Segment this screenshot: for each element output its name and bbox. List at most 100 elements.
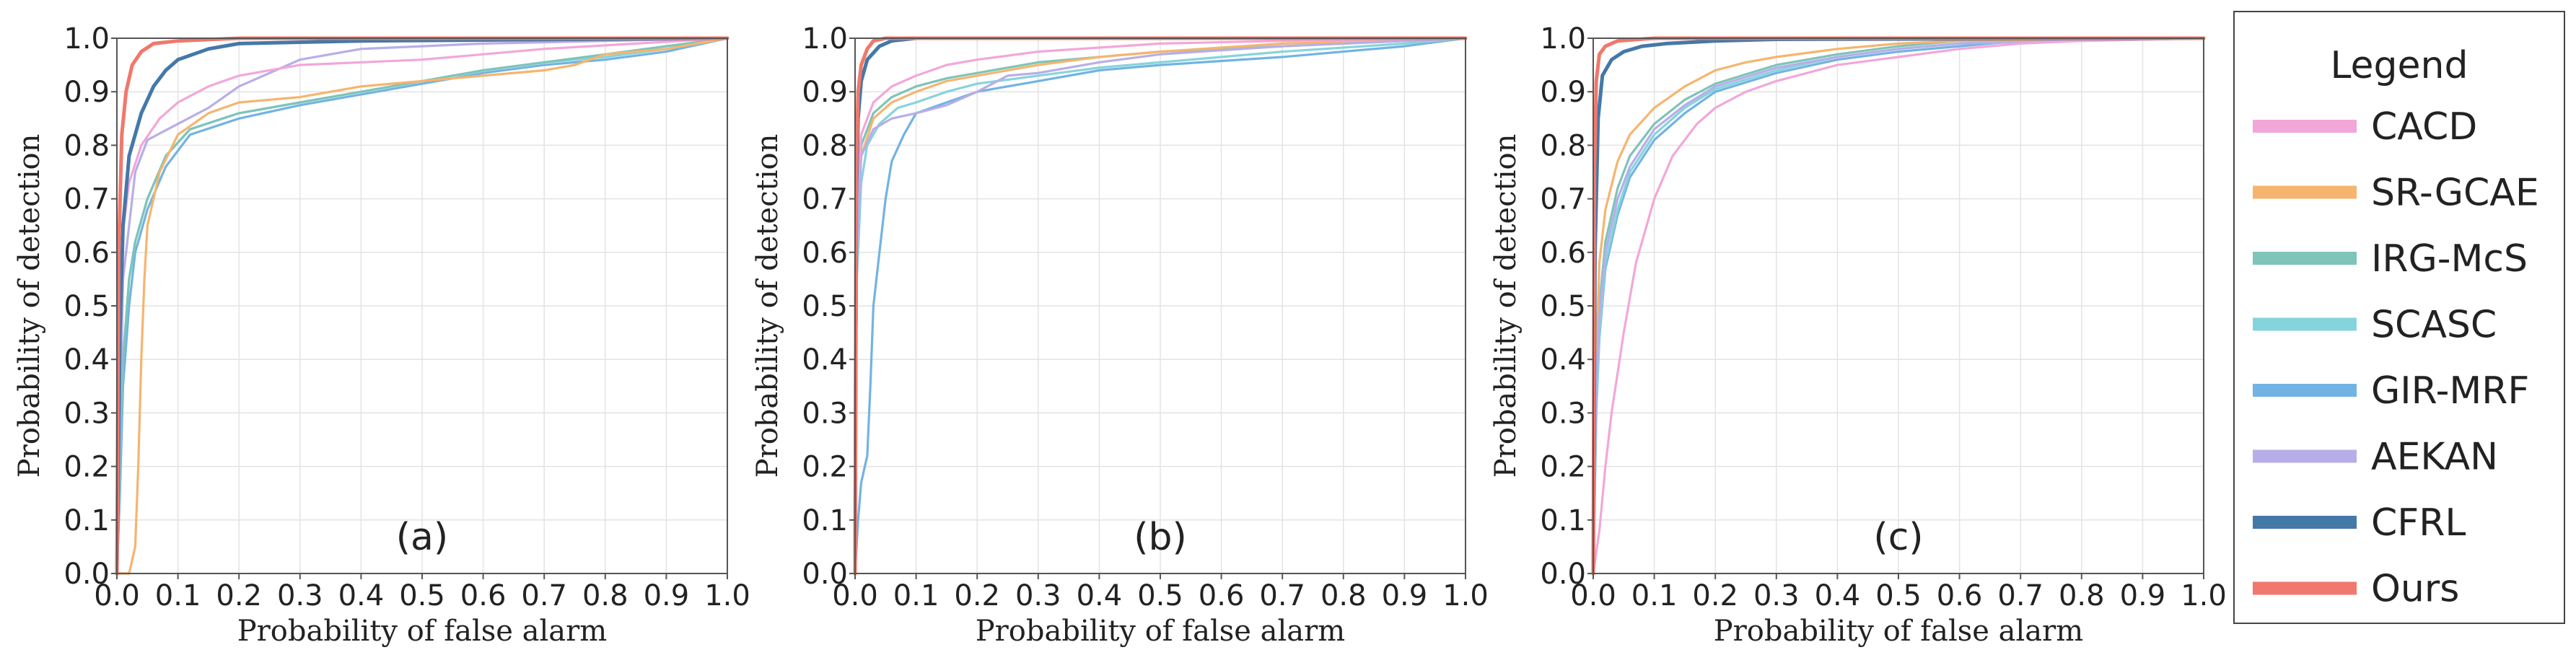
y-tick-label: 0.6	[802, 237, 848, 270]
series-line-cacd	[1592, 37, 2205, 575]
x-tick-label: 0.7	[521, 579, 567, 612]
x-tick-label: 0.0	[1570, 579, 1616, 612]
x-axis-title: Probability of false alarm	[1714, 615, 2083, 648]
y-tick-label: 0.5	[63, 290, 110, 323]
x-tick-label: 0.0	[94, 579, 140, 612]
y-tick-label: 0.6	[1540, 237, 1586, 270]
y-tick-label: 1.0	[1540, 22, 1586, 56]
y-tick-label: 0.9	[63, 76, 110, 109]
x-tick-label: 0.5	[1875, 579, 1922, 612]
legend-label: GIR-MRF	[2371, 369, 2529, 413]
y-tick-label: 0.4	[802, 343, 848, 377]
x-tick-label: 0.5	[399, 579, 445, 612]
legend-entry-gir-mrf: GIR-MRF	[2253, 369, 2529, 413]
x-tick-label: 0.8	[582, 579, 628, 612]
y-tick-label: 0.1	[1540, 504, 1586, 537]
y-tick-label: 0.0	[802, 558, 848, 591]
y-tick-label: 0.2	[63, 451, 110, 484]
x-tick-label: 0.4	[1815, 579, 1861, 612]
y-tick-label: 0.9	[1540, 76, 1586, 109]
series-line-ours	[115, 36, 730, 576]
legend-label: Ours	[2371, 568, 2459, 611]
y-tick-label: 0.1	[63, 504, 110, 537]
legend-entry-aekan: AEKAN	[2253, 436, 2498, 479]
y-tick-label: 0.3	[1540, 397, 1586, 430]
y-tick-label: 0.6	[63, 237, 110, 270]
y-tick-label: 0.1	[802, 504, 848, 537]
panel-label: (b)	[1134, 516, 1187, 559]
legend-entry-sr-gcae: SR-GCAE	[2253, 172, 2539, 215]
x-tick-label: 0.1	[893, 579, 939, 612]
y-tick-label: 0.8	[63, 129, 110, 162]
roc-panel-3: 0.00.0 0.1 0.1 0.2 0.2 0.3 0.3 0.4 0.4 0.5 0.5 0.6 0…	[1489, 22, 2227, 648]
legend-label: SCASC	[2371, 304, 2497, 347]
x-tick-label: 0.9	[2120, 579, 2166, 612]
x-axis-title: Probability of false alarm	[976, 615, 1345, 648]
panel-label: (a)	[396, 516, 448, 559]
x-tick-label: 0.6	[1937, 579, 1983, 612]
series-line-sr-gcae	[1592, 37, 2205, 575]
x-tick-label: 0.3	[277, 579, 323, 612]
x-tick-label: 0.6	[1199, 579, 1245, 612]
x-tick-label: 0.1	[1631, 579, 1678, 612]
series-line-irg-mcs	[115, 37, 729, 575]
series-line-gir-mrf	[115, 37, 729, 575]
y-tick-label: 0.0	[63, 558, 110, 591]
legend-label: AEKAN	[2371, 436, 2498, 479]
y-tick-label: 0.8	[802, 129, 848, 162]
y-tick-label: 0.5	[1540, 290, 1586, 323]
y-tick-label: 1.0	[63, 22, 110, 56]
roc-panel-1: 0.00.0 0.1 0.1 0.2 0.2 0.3 0.3 0.4 0.4 0.5 0.5 0.6 0…	[13, 22, 750, 648]
y-tick-label: 0.5	[802, 290, 848, 323]
panel-label: (c)	[1873, 516, 1923, 559]
series-line-cacd	[854, 37, 1467, 575]
roc-panel-2: 0.00.0 0.1 0.1 0.2 0.2 0.3 0.3 0.4 0.4 0.5 0.5 0.6 0…	[751, 22, 1489, 648]
x-tick-label: 0.6	[460, 579, 507, 612]
legend-label: SR-GCAE	[2371, 172, 2539, 215]
y-axis-title: Probability of detection	[13, 134, 46, 478]
x-tick-label: 0.1	[155, 579, 201, 612]
series-line-cfrl	[115, 36, 730, 576]
y-tick-label: 1.0	[802, 22, 848, 56]
x-tick-label: 0.3	[1753, 579, 1800, 612]
legend-label: IRG-McS	[2371, 237, 2528, 281]
x-tick-label: 0.7	[1259, 579, 1305, 612]
y-tick-label: 0.4	[63, 343, 110, 377]
x-tick-label: 0.7	[1997, 579, 2043, 612]
x-tick-label: 0.2	[216, 579, 262, 612]
roc-panels: 0.00.00.10.10.20.20.30.30.40.40.50.50.60…	[13, 22, 2227, 648]
y-axis-title: Probability of detection	[751, 134, 784, 478]
series-line-scasc	[854, 37, 1467, 575]
x-axis-title: Probability of false alarm	[237, 615, 607, 648]
x-tick-label: 0.5	[1137, 579, 1183, 612]
series-line-gir-mrf	[854, 37, 1467, 575]
series-line-cfrl	[1591, 36, 2206, 576]
x-tick-label: 0.4	[338, 579, 385, 612]
y-tick-label: 0.0	[1540, 558, 1586, 591]
legend-entry-scasc: SCASC	[2253, 304, 2497, 347]
legend-label: CFRL	[2371, 501, 2466, 545]
x-tick-label: 0.4	[1077, 579, 1123, 612]
legend-title: Legend	[2330, 44, 2468, 87]
x-tick-label: 1.0	[2181, 579, 2227, 612]
legend-box: Legend CACD SR-GCAE IRG-McS SCASC GIR-MRF AEK…	[2233, 11, 2565, 624]
y-tick-label: 0.3	[63, 397, 110, 430]
y-tick-label: 0.8	[1540, 129, 1586, 162]
legend-entries: CACD SR-GCAE IRG-McS SCASC GIR-MRF AEKAN CFRL O…	[2253, 105, 2539, 611]
x-tick-label: 0.0	[832, 579, 878, 612]
y-tick-label: 0.2	[1540, 451, 1586, 484]
series-line-aekan	[115, 37, 729, 575]
x-tick-label: 0.9	[644, 579, 690, 612]
legend-label: CACD	[2371, 105, 2477, 149]
x-tick-label: 0.2	[1692, 579, 1738, 612]
series-line-aekan	[1592, 37, 2205, 575]
x-tick-label: 0.9	[1382, 579, 1428, 612]
y-tick-label: 0.9	[802, 76, 848, 109]
series-lines	[115, 36, 730, 576]
legend-entry-cacd: CACD	[2253, 105, 2477, 149]
y-tick-label: 0.4	[1540, 343, 1586, 377]
legend-entry-cfrl: CFRL	[2253, 501, 2466, 545]
y-axis-title: Probability of detection	[1489, 134, 1523, 478]
y-tick-label: 0.7	[1540, 183, 1586, 216]
